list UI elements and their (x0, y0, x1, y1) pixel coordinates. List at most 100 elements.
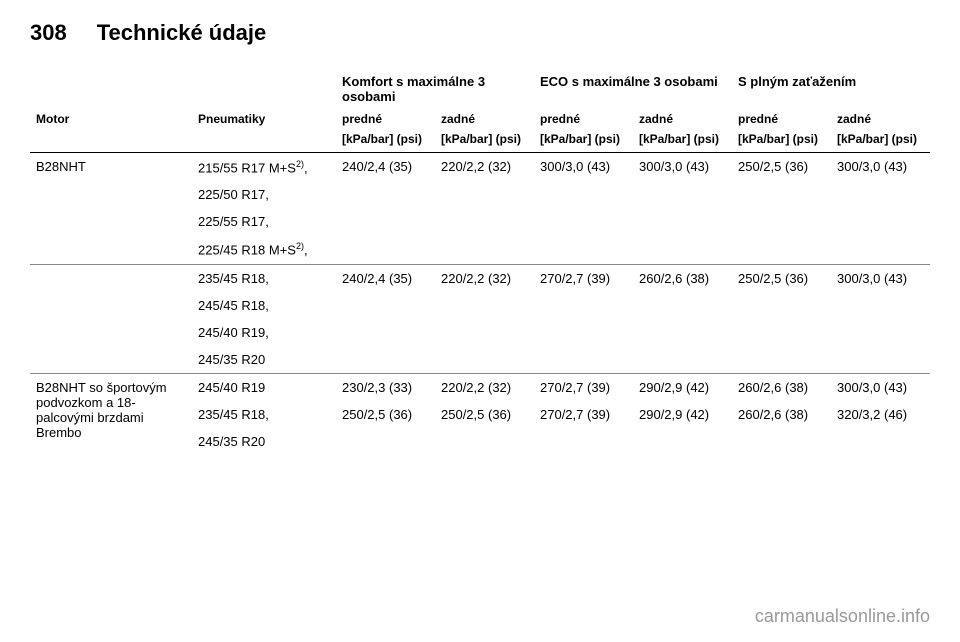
watermark: carmanualsonline.info (755, 606, 930, 627)
value-cell: 320/3,2 (46) (831, 401, 930, 428)
value-cell (336, 235, 435, 264)
value-cell: 300/3,0 (43) (831, 264, 930, 292)
tire-cell: 245/40 R19 (192, 373, 336, 401)
tire-cell: 225/55 R17, (192, 208, 336, 235)
unit-header: [kPa/bar] (psi) (336, 128, 435, 153)
tire-cell: 245/45 R18, (192, 292, 336, 319)
value-cell (732, 292, 831, 319)
col-header-front: predné (732, 108, 831, 128)
table-row: 235/45 R18,240/2,4 (35)220/2,2 (32)270/2… (30, 264, 930, 292)
value-cell (435, 181, 534, 208)
tire-cell: 235/45 R18, (192, 264, 336, 292)
value-cell (732, 319, 831, 346)
value-cell (831, 428, 930, 455)
unit-header: [kPa/bar] (psi) (534, 128, 633, 153)
col-header-tires: Pneumatiky (192, 108, 336, 128)
table-row: B28NHT215/55 R17 M+S2),240/2,4 (35)220/2… (30, 153, 930, 182)
value-cell (831, 181, 930, 208)
value-cell: 250/2,5 (36) (732, 264, 831, 292)
col-header-front: predné (336, 108, 435, 128)
value-cell (336, 208, 435, 235)
page-number: 308 (30, 20, 67, 46)
value-cell: 270/2,7 (39) (534, 264, 633, 292)
value-cell (534, 319, 633, 346)
tire-cell: 245/35 R20 (192, 346, 336, 374)
value-cell (336, 346, 435, 374)
value-cell (633, 181, 732, 208)
value-cell: 250/2,5 (36) (336, 401, 435, 428)
tire-cell: 245/40 R19, (192, 319, 336, 346)
value-cell (534, 181, 633, 208)
value-cell (831, 319, 930, 346)
value-cell (336, 181, 435, 208)
tire-cell: 215/55 R17 M+S2), (192, 153, 336, 182)
sub-header-row: Motor Pneumatiky predné zadné predné zad… (30, 108, 930, 128)
unit-header: [kPa/bar] (psi) (633, 128, 732, 153)
value-cell (534, 208, 633, 235)
value-cell (435, 346, 534, 374)
value-cell (534, 292, 633, 319)
motor-cell: B28NHT so športovým podvozkom a 18-palco… (30, 373, 192, 455)
group-header-eco: ECO s maximálne 3 osobami (534, 66, 732, 108)
motor-cell: B28NHT (30, 153, 192, 265)
tire-superscript: 2) (296, 241, 304, 251)
value-cell: 260/2,6 (38) (732, 401, 831, 428)
value-cell (732, 235, 831, 264)
value-cell: 300/3,0 (43) (633, 153, 732, 182)
value-cell (633, 346, 732, 374)
group-header-row: Komfort s maximálne 3 osobami ECO s maxi… (30, 66, 930, 108)
motor-cell (30, 264, 192, 373)
value-cell (633, 208, 732, 235)
value-cell (732, 208, 831, 235)
col-header-front: predné (534, 108, 633, 128)
value-cell (534, 428, 633, 455)
page-title: Technické údaje (97, 20, 267, 46)
value-cell: 270/2,7 (39) (534, 373, 633, 401)
unit-header: [kPa/bar] (psi) (435, 128, 534, 153)
value-cell (633, 292, 732, 319)
value-cell (534, 346, 633, 374)
tire-cell: 225/50 R17, (192, 181, 336, 208)
value-cell: 220/2,2 (32) (435, 264, 534, 292)
value-cell: 220/2,2 (32) (435, 373, 534, 401)
value-cell: 300/3,0 (43) (831, 373, 930, 401)
value-cell (633, 235, 732, 264)
group-header-comfort: Komfort s maximálne 3 osobami (336, 66, 534, 108)
value-cell (831, 208, 930, 235)
value-cell: 260/2,6 (38) (732, 373, 831, 401)
value-cell: 300/3,0 (43) (534, 153, 633, 182)
value-cell: 240/2,4 (35) (336, 153, 435, 182)
col-header-rear: zadné (831, 108, 930, 128)
tire-cell: 245/35 R20 (192, 428, 336, 455)
value-cell (732, 181, 831, 208)
value-cell (831, 292, 930, 319)
value-cell (435, 208, 534, 235)
tire-cell: 225/45 R18 M+S2), (192, 235, 336, 264)
value-cell (633, 428, 732, 455)
value-cell: 270/2,7 (39) (534, 401, 633, 428)
value-cell: 220/2,2 (32) (435, 153, 534, 182)
value-cell: 290/2,9 (42) (633, 401, 732, 428)
value-cell: 290/2,9 (42) (633, 373, 732, 401)
value-cell: 250/2,5 (36) (732, 153, 831, 182)
value-cell (633, 319, 732, 346)
col-header-rear: zadné (435, 108, 534, 128)
value-cell (831, 235, 930, 264)
spec-table: Komfort s maximálne 3 osobami ECO s maxi… (30, 66, 930, 455)
value-cell (435, 292, 534, 319)
value-cell: 230/2,3 (33) (336, 373, 435, 401)
value-cell: 240/2,4 (35) (336, 264, 435, 292)
unit-header: [kPa/bar] (psi) (732, 128, 831, 153)
value-cell (831, 346, 930, 374)
col-header-motor: Motor (30, 108, 192, 128)
col-header-rear: zadné (633, 108, 732, 128)
value-cell: 300/3,0 (43) (831, 153, 930, 182)
unit-header-row: [kPa/bar] (psi) [kPa/bar] (psi) [kPa/bar… (30, 128, 930, 153)
tire-cell: 235/45 R18, (192, 401, 336, 428)
value-cell (534, 235, 633, 264)
value-cell (336, 292, 435, 319)
value-cell (435, 428, 534, 455)
tire-superscript: 2) (296, 159, 304, 169)
group-header-full: S plným zaťažením (732, 66, 930, 108)
value-cell (336, 319, 435, 346)
